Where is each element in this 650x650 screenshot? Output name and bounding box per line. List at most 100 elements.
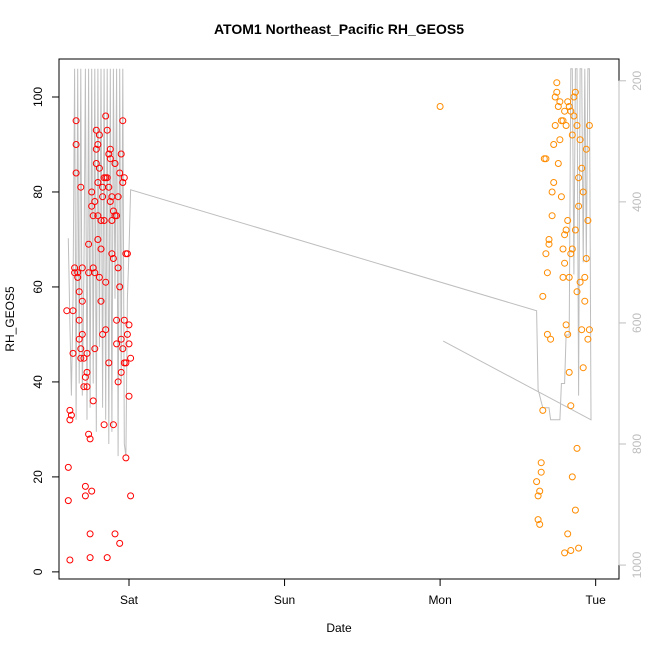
- data-point-series-2-74: [584, 217, 592, 224]
- x-axis-label: Date: [326, 621, 352, 635]
- data-point-series-1-25: [80, 383, 88, 391]
- data-point-series-2-35: [561, 107, 569, 115]
- data-point-series-1-24: [80, 354, 88, 362]
- data-point-series-2-52: [568, 473, 576, 481]
- data-point-series-1-8: [71, 269, 79, 277]
- data-point-series-1-37: [86, 554, 94, 562]
- x-tick-label-1: Sun: [274, 593, 295, 607]
- data-point-series-2-16: [545, 240, 553, 248]
- y-tick-label-5: 100: [31, 87, 45, 107]
- data-point-series-2-28: [556, 98, 564, 106]
- data-point-series-1-63: [100, 217, 108, 224]
- data-point-series-2-29: [556, 136, 564, 144]
- data-point-series-2-1: [533, 478, 541, 486]
- data-point-series-1-61: [99, 330, 107, 338]
- data-point-series-1-116: [102, 278, 110, 286]
- data-point-series-2-9: [539, 292, 547, 300]
- y-tick-label-0: 0: [31, 568, 45, 575]
- data-point-series-2-75: [584, 335, 592, 343]
- data-point-series-1-2: [64, 463, 72, 471]
- data-point-series-1-81: [109, 255, 117, 262]
- data-point-series-1-34: [85, 430, 93, 438]
- data-point-series-1-17: [75, 335, 83, 343]
- data-point-series-2-13: [543, 330, 551, 338]
- data-point-series-1-93: [116, 283, 124, 291]
- data-point-series-2-68: [579, 188, 587, 196]
- data-point-series-2-44: [565, 103, 573, 110]
- data-point-series-2-3: [534, 516, 542, 524]
- data-point-series-1-67: [102, 326, 110, 334]
- data-point-series-1-41: [89, 212, 97, 220]
- data-point-series-1-79: [108, 250, 116, 258]
- data-point-series-1-89: [114, 193, 122, 201]
- y2-tick-label-0: 200: [630, 70, 644, 90]
- data-point-series-1-58: [97, 297, 105, 305]
- data-point-series-1-18: [77, 354, 85, 362]
- data-point-series-2-23: [551, 93, 559, 101]
- data-point-series-1-101: [120, 174, 128, 182]
- data-point-series-2-18: [548, 212, 556, 220]
- x-tick-label-3: Tue: [586, 593, 607, 607]
- data-point-series-2-63: [575, 544, 583, 552]
- data-point-series-2-11: [542, 155, 550, 163]
- data-point-series-2-22: [551, 122, 559, 129]
- data-point-series-1-106: [122, 454, 130, 462]
- data-point-series-1-50: [94, 141, 102, 148]
- data-point-series-1-23: [78, 264, 86, 272]
- data-point-series-2-79: [567, 547, 575, 554]
- x-tick-label-0: Sat: [120, 593, 139, 607]
- data-point-series-1-0: [63, 307, 71, 315]
- data-point-series-1-7: [69, 349, 77, 357]
- data-point-series-2-17: [547, 335, 555, 343]
- data-point-series-1-114: [66, 556, 74, 564]
- data-point-series-2-43: [564, 330, 572, 338]
- data-point-series-2-51: [568, 245, 576, 253]
- data-point-series-2-62: [575, 202, 583, 210]
- data-point-series-2-56: [571, 226, 579, 234]
- data-point-series-1-90: [114, 264, 122, 272]
- data-point-series-2-69: [579, 364, 587, 372]
- data-point-series-1-53: [95, 164, 103, 172]
- data-point-series-1-19: [77, 345, 85, 353]
- data-point-series-2-77: [585, 326, 593, 334]
- data-point-series-2-73: [582, 255, 590, 262]
- y-axis-label: RH_GEOS5: [3, 286, 17, 352]
- data-point-series-1-21: [78, 330, 86, 338]
- chart-title: ATOM1 Northeast_Pacific RH_GEOS5: [214, 21, 464, 37]
- data-point-series-1-3: [66, 416, 74, 424]
- data-point-series-1-80: [109, 207, 117, 215]
- data-point-series-1-30: [83, 349, 91, 357]
- pressure-line: [67, 68, 592, 457]
- data-point-series-2-78: [561, 549, 569, 557]
- data-point-series-1-15: [75, 288, 83, 296]
- data-point-series-2-65: [576, 278, 584, 286]
- x-tick-label-2: Mon: [428, 593, 451, 607]
- data-point-series-1-109: [125, 321, 133, 329]
- data-point-series-1-91: [114, 378, 122, 386]
- data-point-series-1-29: [83, 368, 91, 376]
- data-point-series-1-74: [106, 145, 114, 153]
- y-tick-label-3: 60: [31, 280, 45, 294]
- y-tick-label-2: 40: [31, 375, 45, 389]
- data-point-series-2-33: [559, 245, 567, 253]
- data-point-series-1-113: [127, 492, 135, 500]
- data-point-series-2-15: [545, 236, 553, 243]
- data-point-series-1-107: [123, 250, 131, 258]
- data-point-series-1-39: [88, 202, 96, 210]
- data-point-series-2-80: [564, 530, 572, 538]
- data-point-series-2-46: [565, 368, 573, 376]
- data-point-series-2-0: [436, 103, 444, 110]
- data-point-series-2-6: [537, 468, 545, 476]
- data-point-series-2-53: [570, 112, 578, 120]
- data-point-series-1-96: [117, 335, 125, 343]
- data-point-series-2-21: [550, 141, 558, 148]
- data-point-series-2-24: [553, 88, 561, 96]
- data-point-series-2-37: [561, 259, 569, 267]
- data-point-series-2-47: [567, 107, 575, 115]
- data-point-series-1-11: [72, 117, 80, 125]
- data-point-series-2-8: [539, 406, 547, 414]
- data-point-series-1-71: [105, 150, 113, 158]
- data-point-series-2-26: [554, 103, 562, 110]
- data-point-series-1-56: [97, 217, 105, 224]
